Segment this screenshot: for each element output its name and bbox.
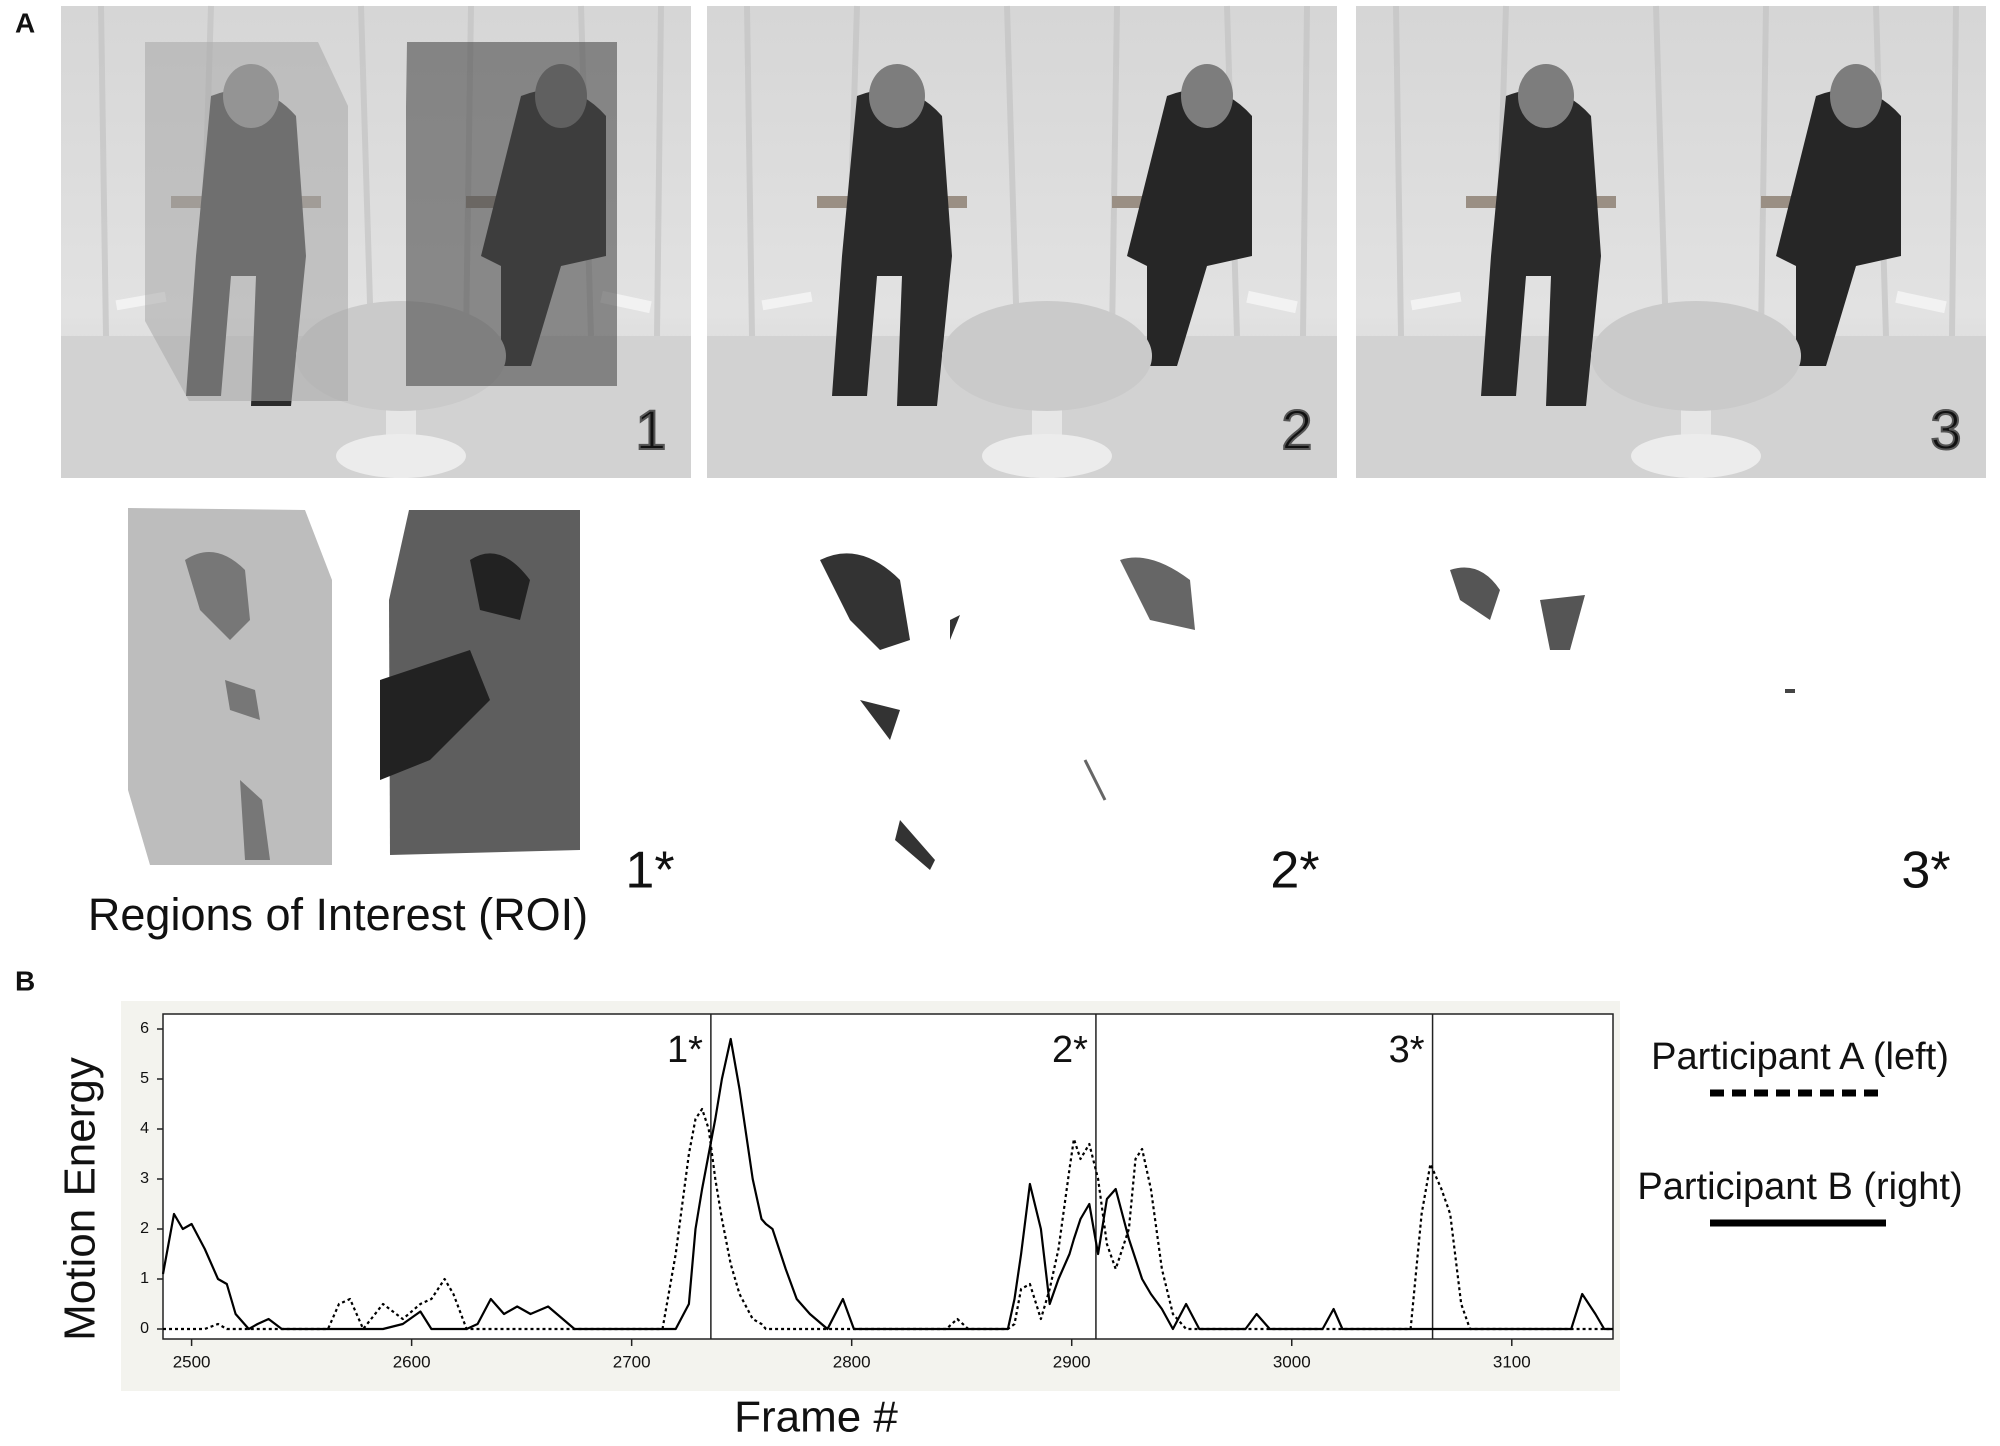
x-tick-label: 2700 (613, 1352, 651, 1371)
y-tick-label: 5 (140, 1070, 149, 1087)
y-tick-label: 1 (140, 1270, 149, 1287)
photo: 1 (61, 6, 691, 478)
motion-frame-label: 1* (625, 842, 674, 900)
panel-label: B (15, 965, 35, 996)
y-tick-label: 0 (140, 1320, 149, 1337)
motion-frame-label: 3* (1901, 842, 1950, 900)
x-tick-label: 2600 (393, 1352, 431, 1371)
x-tick-label: 3100 (1493, 1352, 1531, 1371)
roi-caption: Regions of Interest (ROI) (88, 889, 588, 940)
legend-label: Participant A (left) (1651, 1036, 1949, 1078)
photo: 3 (1356, 6, 1986, 478)
motion-image (1450, 567, 1795, 693)
series-line (161, 1037, 1613, 1331)
legend-label: Participant B (right) (1637, 1166, 1962, 1208)
y-tick-label: 2 (140, 1220, 149, 1237)
x-tick-label: 2500 (173, 1352, 211, 1371)
photo-number: 1 (635, 398, 666, 461)
x-tick-label: 2800 (833, 1352, 871, 1371)
motion-frame-label: 2* (1270, 842, 1319, 900)
event-label: 1* (667, 1029, 703, 1071)
y-tick-label: 3 (140, 1170, 149, 1187)
motion-image (128, 508, 580, 865)
event-label: 3* (1389, 1029, 1425, 1071)
x-tick-label: 3000 (1273, 1352, 1311, 1371)
photo: 2 (707, 6, 1337, 478)
y-axis-label: Motion Energy (56, 1057, 105, 1341)
motion-image (820, 553, 1195, 870)
photo-number: 3 (1930, 398, 1961, 461)
event-label: 2* (1052, 1029, 1088, 1071)
plot-area (162, 1013, 1614, 1340)
x-axis-label: Frame # (734, 1393, 898, 1442)
photo-number: 2 (1281, 398, 1312, 461)
panel-label: A (15, 7, 35, 38)
x-tick-label: 2900 (1053, 1352, 1091, 1371)
y-tick-label: 6 (140, 1020, 149, 1037)
y-tick-label: 4 (140, 1120, 149, 1137)
